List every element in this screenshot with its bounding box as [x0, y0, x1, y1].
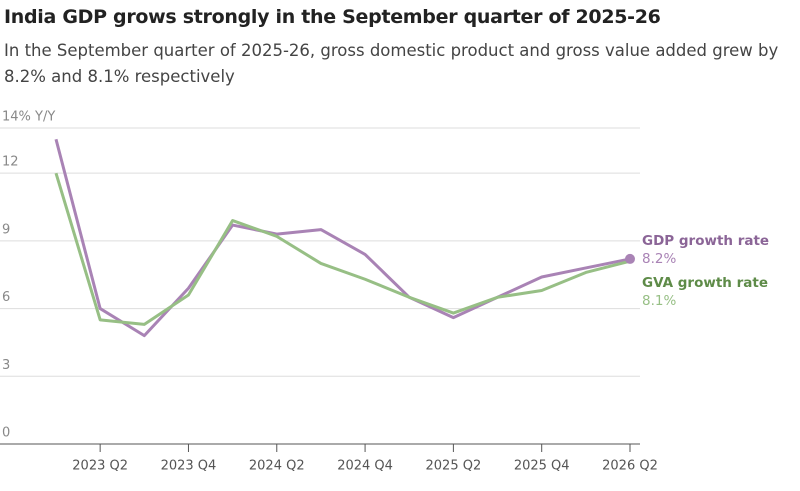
y-tick-label: 14% Y/Y — [2, 110, 55, 125]
chart-subtitle: In the September quarter of 2025-26, gro… — [4, 41, 779, 86]
y-tick-label: 3 — [2, 358, 10, 373]
x-tick-label: 2025 Q4 — [514, 459, 570, 474]
y-tick-label: 9 — [2, 222, 10, 237]
x-tick-label: 2023 Q4 — [161, 459, 217, 474]
line-series — [54, 172, 631, 326]
value-label: 8.2% — [642, 251, 676, 267]
x-tick-label: 2024 Q4 — [337, 459, 393, 474]
x-tick-label: 2025 Q2 — [426, 459, 482, 474]
x-tick-label: 2026 Q2 — [602, 459, 658, 474]
y-tick-label: 6 — [2, 290, 10, 305]
x-tick-label: 2023 Q2 — [72, 459, 128, 474]
value-label: 8.1% — [642, 293, 676, 309]
y-tick-label: 0 — [2, 426, 10, 441]
x-tick-label: 2024 Q2 — [249, 459, 305, 474]
y-tick-label: 12 — [2, 155, 19, 170]
legend-label: GDP growth rate — [642, 233, 769, 249]
line-series — [54, 138, 631, 338]
legend-label: GVA growth rate — [642, 275, 768, 291]
chart-title: India GDP grows strongly in the Septembe… — [4, 6, 661, 28]
end-dot — [625, 253, 635, 264]
